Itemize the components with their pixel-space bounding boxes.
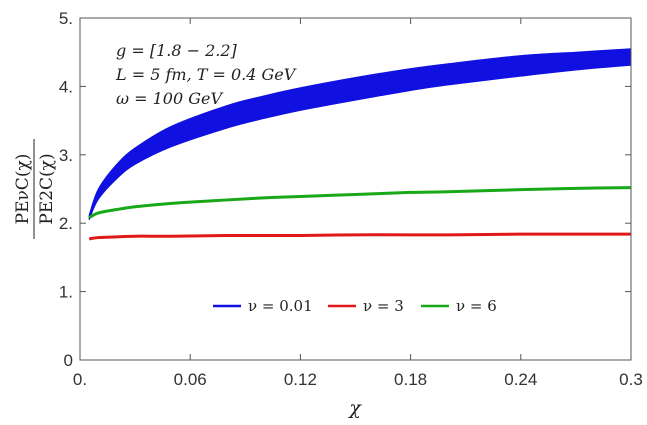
y-axis-label: PEνC(χ) PE2C(χ) <box>13 139 57 239</box>
y-tick-label: 5. <box>59 9 73 28</box>
y-tick-label: 4. <box>59 77 73 96</box>
annotation-energy: ω = 100 GeV <box>116 89 224 108</box>
series-line-6 <box>88 186 632 220</box>
series-line-3 <box>88 232 631 241</box>
plot-marks <box>88 48 632 241</box>
y-label-denominator: PE2C(χ) <box>37 153 57 224</box>
x-tick-label: 0. <box>73 370 87 389</box>
annotation-length-temperature: L = 5 fm, T = 0.4 GeV <box>115 65 297 84</box>
y-tick-label: 0 <box>64 351 73 370</box>
legend: ν = 0.01 ν = 3 ν = 6 <box>213 297 497 315</box>
plot-frame <box>79 17 632 361</box>
x-tick-label: 0.18 <box>394 370 427 389</box>
legend-label-nu-3: ν = 3 <box>363 297 404 315</box>
legend-label-nu-0.01: ν = 0.01 <box>248 297 313 315</box>
axis-ticks: 0. 0.06 0.12 0.18 0.24 0.3 0 1. 2. 3. 4. 5. <box>59 9 643 389</box>
annotation-block: g = [1.8 − 2.2] L = 5 fm, T = 0.4 GeV ω … <box>115 41 297 108</box>
annotation-coupling: g = [1.8 − 2.2] <box>116 41 238 60</box>
x-tick-label: 0.12 <box>284 370 317 389</box>
x-axis-label: χ <box>347 397 362 419</box>
y-tick-label: 3. <box>59 146 73 165</box>
legend-label-nu-6: ν = 6 <box>456 297 497 315</box>
x-tick-label: 0.24 <box>504 370 537 389</box>
x-tick-label: 0.06 <box>174 370 207 389</box>
y-tick-label: 2. <box>59 214 73 233</box>
y-tick-label: 1. <box>59 283 73 302</box>
y-label-numerator: PEνC(χ) <box>13 154 33 225</box>
x-tick-label: 0.3 <box>619 370 643 389</box>
